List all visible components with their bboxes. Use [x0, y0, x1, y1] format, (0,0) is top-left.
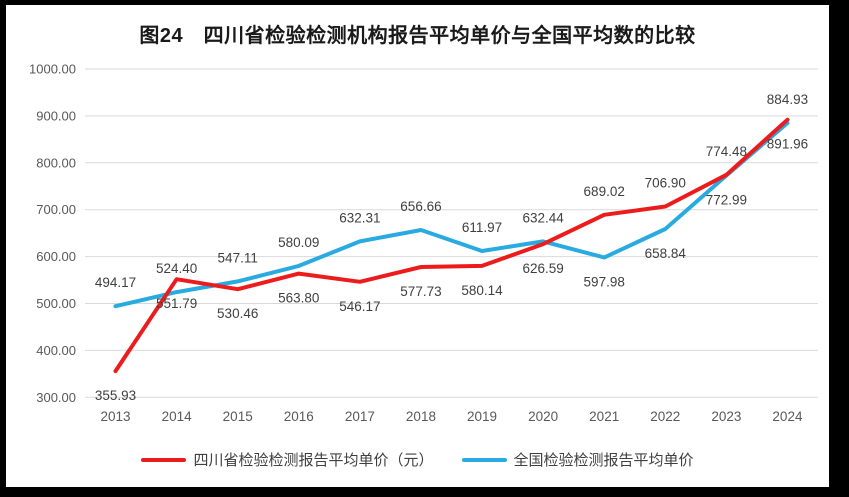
data-point-label: 524.40 — [156, 261, 197, 276]
data-point-label: 658.84 — [645, 246, 687, 261]
x-axis-tick-label: 2024 — [772, 409, 803, 424]
x-axis-tick-label: 2021 — [589, 409, 619, 424]
data-point-label: 547.11 — [218, 250, 258, 265]
sichuan-line-swatch-icon — [141, 457, 187, 462]
data-point-label: 632.44 — [522, 210, 564, 225]
legend-label-sichuan: 四川省检验检测报告平均单价（元） — [193, 452, 434, 469]
data-point-label: 530.46 — [217, 306, 258, 321]
x-axis-tick-label: 2016 — [284, 409, 314, 424]
chart-legend: 四川省检验检测报告平均单价（元） 全国检验检测报告平均单价 — [6, 449, 829, 470]
data-point-label: 563.80 — [278, 291, 319, 306]
data-point-label: 656.66 — [400, 199, 441, 214]
y-axis-tick-label: 600.00 — [36, 249, 76, 264]
legend-item-sichuan: 四川省检验检测报告平均单价（元） — [141, 449, 434, 470]
data-point-label: 891.96 — [767, 137, 808, 152]
data-point-label: 689.02 — [584, 184, 625, 199]
data-point-label: 577.73 — [400, 284, 441, 299]
y-axis-tick-label: 300.00 — [36, 390, 76, 405]
series-line — [113, 117, 790, 374]
x-axis-tick-label: 2014 — [162, 409, 193, 424]
x-axis-tick-label: 2017 — [345, 409, 375, 424]
chart-canvas: 图24 四川省检验检测机构报告平均单价与全国平均数的比较 300.00 400.0… — [6, 5, 829, 487]
data-point-label: 774.48 — [706, 144, 747, 159]
data-point-label: 597.98 — [584, 275, 625, 290]
data-point-label: 494.17 — [95, 275, 136, 290]
data-point-label: 772.99 — [706, 192, 747, 207]
x-axis-tick-label: 2020 — [528, 409, 558, 424]
data-point-label: 626.59 — [522, 261, 563, 276]
y-axis-tick-label: 900.00 — [36, 108, 76, 123]
legend-item-national: 全国检验检测报告平均单价 — [461, 449, 694, 470]
x-axis-tick-label: 2015 — [223, 409, 253, 424]
data-point-label: 551.79 — [156, 296, 197, 311]
x-axis-tick-label: 2013 — [101, 409, 131, 424]
y-axis-tick-label: 1000.00 — [29, 62, 76, 77]
x-axis-tick-label: 2022 — [650, 409, 680, 424]
data-point-label: 355.93 — [95, 388, 136, 403]
chart-title: 图24 四川省检验检测机构报告平均单价与全国平均数的比较 — [139, 25, 696, 47]
data-point-label: 611.97 — [462, 220, 502, 235]
national-line-swatch-icon — [461, 457, 507, 462]
line-chart: 300.00 400.00 500.00 600.00 700.00 800.00 900.… — [29, 62, 818, 424]
x-axis-tick-label: 2023 — [711, 409, 741, 424]
x-axis-tick-label: 2019 — [467, 409, 497, 424]
x-axis-tick-label: 2018 — [406, 409, 436, 424]
y-axis-tick-label: 400.00 — [36, 343, 76, 358]
data-point-label: 706.90 — [645, 175, 686, 190]
legend-label-national: 全国检验检测报告平均单价 — [513, 452, 694, 469]
data-point-label: 580.09 — [278, 235, 319, 250]
data-point-label: 632.31 — [339, 210, 380, 225]
y-axis-tick-label: 700.00 — [36, 202, 76, 217]
data-point-label: 580.14 — [461, 283, 503, 298]
y-axis-tick-label: 500.00 — [36, 296, 76, 311]
data-point-label: 546.17 — [339, 299, 380, 314]
data-point-label: 884.93 — [767, 92, 808, 107]
y-axis-tick-label: 800.00 — [36, 155, 76, 170]
series-line — [113, 121, 790, 309]
